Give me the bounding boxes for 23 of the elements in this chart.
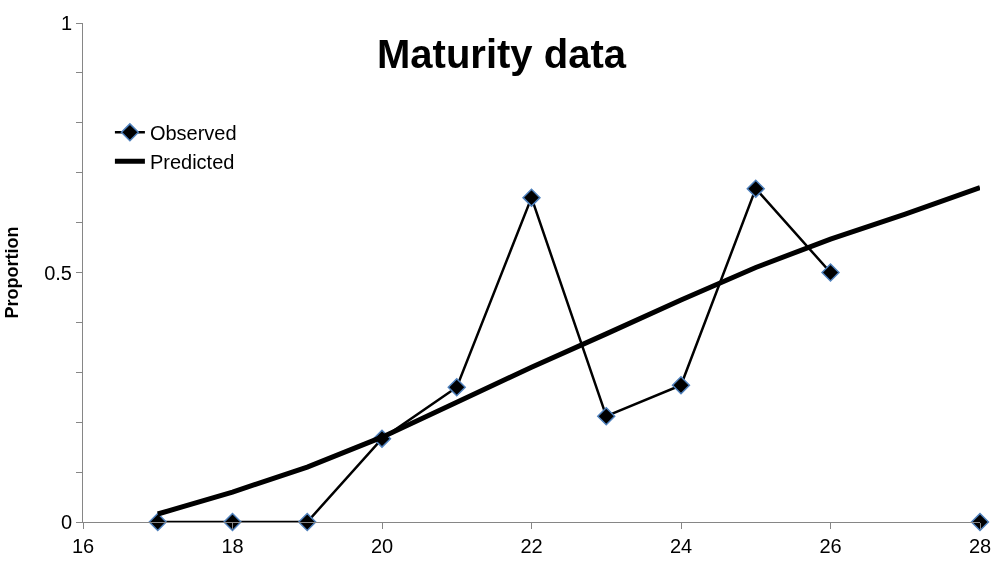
- x-tick-label: 28: [968, 535, 992, 557]
- point: [522, 188, 541, 207]
- x-tick-label: 16: [71, 535, 95, 557]
- y-tick-label: 0: [60, 511, 72, 533]
- point: [298, 512, 317, 532]
- y-tick-label: 1: [60, 12, 72, 34]
- point: [970, 512, 990, 532]
- x-tick-label: 22: [520, 535, 543, 557]
- point: [223, 512, 242, 532]
- x-tick-label: 18: [221, 535, 244, 557]
- legend-label: Predicted: [149, 151, 235, 174]
- y-tick-label: 0.5: [44, 261, 72, 284]
- point: [447, 378, 466, 397]
- point: [821, 263, 840, 282]
- legend-label: Observed: [149, 122, 237, 145]
- point: [671, 376, 691, 395]
- point: [597, 407, 616, 426]
- x-tick-label: 20: [370, 535, 394, 557]
- point: [746, 179, 765, 198]
- y-axis-title: Proportion: [2, 226, 23, 319]
- chart-title: Maturity data: [377, 31, 627, 76]
- x-tick-label: 26: [819, 535, 842, 557]
- x-tick-label: 24: [669, 535, 693, 557]
